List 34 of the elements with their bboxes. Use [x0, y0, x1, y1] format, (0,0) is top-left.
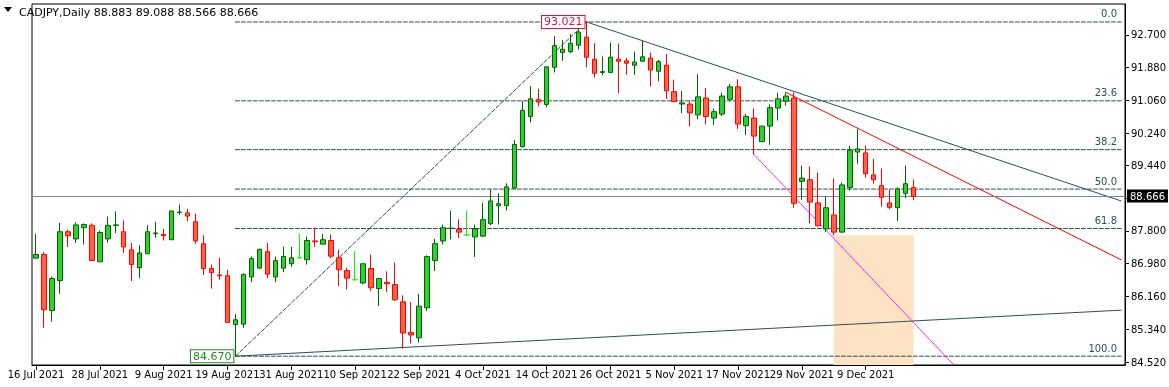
y-tick-label: 92.700: [1131, 29, 1167, 41]
y-tick-label: 84.520: [1131, 356, 1167, 368]
y-tick-label: 87.800: [1131, 225, 1167, 237]
x-tick-label: 31 Aug 2021: [259, 368, 324, 380]
y-tick-label: 91.060: [1131, 94, 1167, 106]
data-label: 93.021: [543, 15, 583, 29]
x-tick-label: 16 Jul 2021: [7, 368, 65, 380]
series-label: 0.0: [1101, 8, 1118, 20]
series-label: 23.6: [1094, 87, 1118, 99]
x-tick-label: 5 Nov 2021: [645, 368, 704, 380]
y-tick-label: 85.340: [1131, 323, 1167, 335]
x-tick-label: 26 Oct 2021: [579, 368, 642, 380]
series-label: 61.8: [1094, 215, 1118, 227]
series-label: 38.2: [1094, 136, 1118, 148]
x-tick-label: 29 Nov 2021: [769, 368, 834, 380]
x-tick-label: 22 Sep 2021: [387, 368, 451, 380]
x-tick-label: 9 Aug 2021: [134, 368, 193, 380]
data-label: 84.670: [192, 349, 232, 363]
series-label: 100.0: [1088, 342, 1118, 354]
x-tick-label: 10 Sep 2021: [323, 368, 387, 380]
y-tick-label: 89.440: [1131, 159, 1167, 171]
x-tick-label: 19 Aug 2021: [195, 368, 260, 380]
ref-line-label: 88.666: [1130, 190, 1166, 202]
y-tick-label: 86.160: [1131, 291, 1167, 303]
series-label: 50.0: [1094, 175, 1118, 187]
x-tick-label: 9 Dec 2021: [836, 368, 895, 380]
x-tick-label: 17 Nov 2021: [706, 368, 771, 380]
x-tick-label: 28 Jul 2021: [71, 368, 129, 380]
x-tick-label: 4 Oct 2021: [455, 368, 511, 380]
y-tick-label: 86.980: [1131, 258, 1167, 270]
y-tick-label: 90.240: [1131, 127, 1167, 139]
chart-title: CADJPY,Daily 88.883 89.088 88.566 88.666: [19, 6, 259, 19]
y-tick-label: 91.880: [1131, 62, 1167, 74]
x-tick-label: 14 Oct 2021: [515, 368, 578, 380]
